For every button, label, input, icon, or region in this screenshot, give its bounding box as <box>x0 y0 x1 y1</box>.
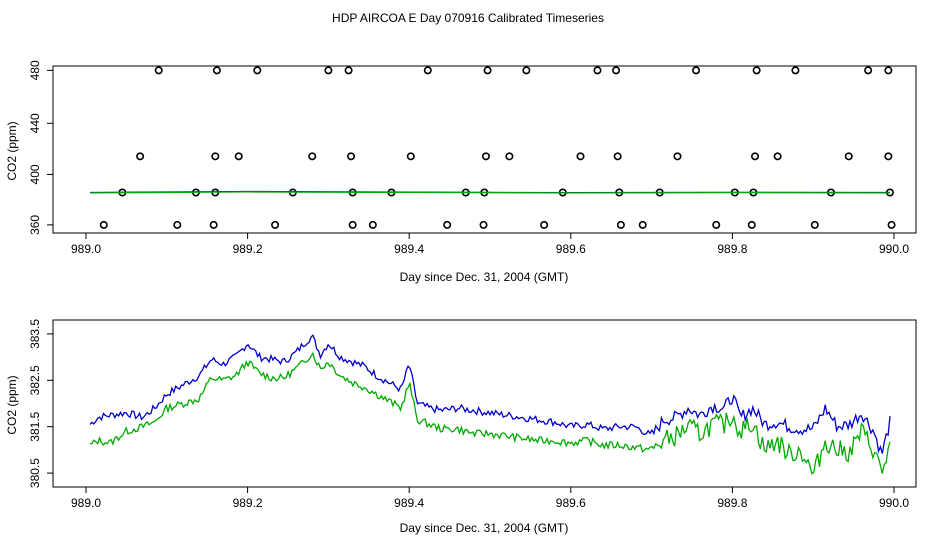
top-calibration-point <box>253 66 262 75</box>
top-calibration-point <box>638 220 647 229</box>
top-calibration-point <box>347 152 356 161</box>
bottom-y-axis-label: CO2 (ppm) <box>5 375 19 434</box>
top-calibration-point <box>673 152 682 161</box>
top-calibration-point <box>540 220 549 229</box>
top-calibration-point <box>613 152 622 161</box>
top-calibration-point <box>348 220 357 229</box>
top-calibration-point <box>522 66 531 75</box>
bottom-x-axis-label: Day since Dec. 31, 2004 (GMT) <box>400 521 569 535</box>
top-calibration-point <box>99 220 108 229</box>
top-y-axis: 360 400 440 480 <box>28 60 53 235</box>
top-calibration-point <box>887 220 896 229</box>
top-calibration-point <box>211 152 220 161</box>
top-calibration-point <box>505 152 514 161</box>
top-y-tick-label: 360 <box>28 215 42 235</box>
bottom-x-tick-label: 990.0 <box>879 496 909 510</box>
top-calibration-point <box>810 220 819 229</box>
chart-title: HDP AIRCOA E Day 070916 Calibrated Times… <box>332 11 604 25</box>
top-x-tick-label: 989.8 <box>717 242 747 256</box>
top-calibration-point <box>209 220 218 229</box>
top-co2-green-line <box>89 191 891 194</box>
top-calibration-point <box>324 66 333 75</box>
bottom-blue-line <box>89 334 891 454</box>
top-x-tick-label: 989.4 <box>394 242 424 256</box>
top-calibration-point <box>884 152 893 161</box>
top-calibration-point <box>173 220 182 229</box>
bottom-x-tick-label: 989.8 <box>717 496 747 510</box>
top-calibration-point <box>844 152 853 161</box>
bottom-y-tick-label: 382.5 <box>28 365 42 395</box>
top-calibration-415-points <box>136 152 893 161</box>
top-calibration-point <box>576 152 585 161</box>
top-calibration-point <box>747 220 756 229</box>
top-calibration-point <box>271 220 280 229</box>
top-calibration-point <box>234 152 243 161</box>
top-calibration-point <box>864 66 873 75</box>
top-calibration-point <box>154 66 163 75</box>
bottom-y-tick-label: 380.5 <box>28 458 42 488</box>
bottom-x-tick-label: 989.0 <box>71 496 101 510</box>
top-x-axis: 989.0 989.2 989.4 989.6 989.8 990.0 <box>71 232 909 256</box>
top-y-tick-label: 400 <box>28 164 42 184</box>
top-calibration-point <box>479 220 488 229</box>
top-calibration-point <box>692 66 701 75</box>
bottom-series-group <box>89 334 891 475</box>
top-calibration-point <box>212 66 221 75</box>
top-calibration-point <box>483 66 492 75</box>
top-x-tick-label: 989.6 <box>556 242 586 256</box>
bottom-panel: 989.0 989.2 989.4 989.6 989.8 990.0 380.5 381.… <box>5 319 917 535</box>
top-calibration-356-points <box>99 220 896 229</box>
top-calibration-point <box>773 152 782 161</box>
top-series-group <box>89 66 896 229</box>
top-calibration-point <box>344 66 353 75</box>
bottom-x-tick-label: 989.6 <box>556 496 586 510</box>
top-calibration-point <box>791 66 800 75</box>
bottom-y-tick-label: 383.5 <box>28 319 42 349</box>
top-calibration-480-points <box>154 66 893 75</box>
top-calibration-point <box>443 220 452 229</box>
top-plot-frame <box>52 65 917 234</box>
top-calibration-point <box>593 66 602 75</box>
top-calibration-point <box>752 66 761 75</box>
bottom-y-axis: 380.5 381.5 382.5 383.5 <box>28 319 53 488</box>
top-calibration-point <box>751 152 760 161</box>
top-calibration-point <box>616 220 625 229</box>
top-panel: 989.0 989.2 989.4 989.6 989.8 990.0 360 400 440… <box>5 60 917 284</box>
top-x-tick-label: 989.0 <box>71 242 101 256</box>
top-calibration-point <box>368 220 377 229</box>
top-x-tick-label: 990.0 <box>879 242 909 256</box>
bottom-x-tick-label: 989.2 <box>233 496 263 510</box>
top-calibration-point <box>308 152 317 161</box>
top-y-tick-label: 480 <box>28 60 42 80</box>
top-calibration-point <box>136 152 145 161</box>
bottom-y-tick-label: 381.5 <box>28 411 42 441</box>
top-calibration-point <box>481 152 490 161</box>
top-calibration-point <box>612 66 621 75</box>
bottom-green-line <box>89 351 891 475</box>
top-calibration-point <box>884 66 893 75</box>
bottom-x-axis: 989.0 989.2 989.4 989.6 989.8 990.0 <box>71 486 909 510</box>
top-calibration-point <box>712 220 721 229</box>
top-y-axis-label: CO2 (ppm) <box>5 121 19 180</box>
top-x-tick-label: 989.2 <box>233 242 263 256</box>
bottom-x-tick-label: 989.4 <box>394 496 424 510</box>
top-calibration-point <box>423 66 432 75</box>
top-y-tick-label: 440 <box>28 113 42 133</box>
top-x-axis-label: Day since Dec. 31, 2004 (GMT) <box>400 270 569 284</box>
top-calibration-point <box>406 152 415 161</box>
